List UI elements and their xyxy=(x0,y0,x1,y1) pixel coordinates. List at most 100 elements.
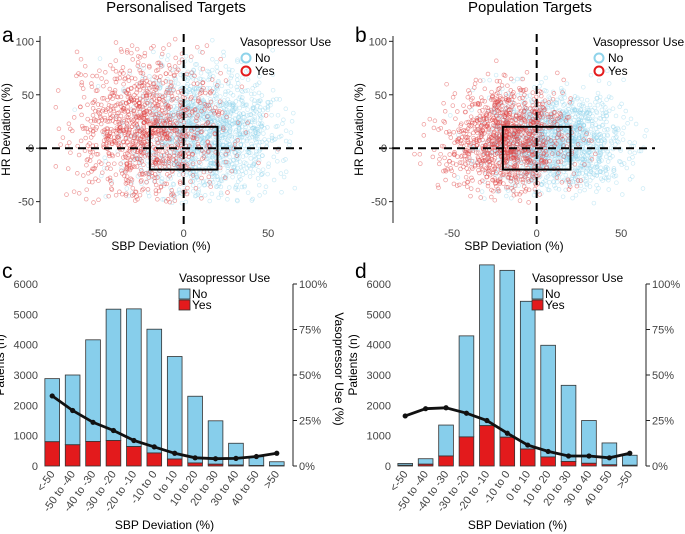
scatter-point-yes xyxy=(442,120,448,125)
scatter-point-no xyxy=(224,112,230,117)
scatter-point-no xyxy=(571,107,577,112)
scatter-point-no xyxy=(226,139,231,144)
scatter-point-yes xyxy=(68,150,73,155)
scatter-point-yes xyxy=(532,186,538,192)
scatter-point-no xyxy=(211,153,216,159)
scatter-point-yes xyxy=(482,171,488,176)
scatter-point-yes xyxy=(521,184,527,189)
scatter-point-yes xyxy=(152,175,157,180)
scatter-point-no xyxy=(552,183,557,189)
scatter-point-yes xyxy=(589,156,595,162)
scatter-point-no xyxy=(245,113,250,118)
scatter-point-no xyxy=(213,118,218,124)
scatter-point-no xyxy=(612,129,618,135)
scatter-point-yes xyxy=(497,79,503,84)
scatter-point-no xyxy=(190,149,196,154)
scatter-point-yes xyxy=(535,173,541,179)
scatter-point-yes xyxy=(530,132,535,137)
scatter-point-no xyxy=(604,109,609,115)
scatter-point-yes xyxy=(529,158,534,164)
scatter-point-no xyxy=(103,159,108,164)
scatter-point-no xyxy=(266,137,272,143)
scatter-point-yes xyxy=(117,125,123,130)
scatter-point-no xyxy=(224,107,230,113)
y-axis-label: HR Deviation (%) xyxy=(0,83,13,176)
scatter-point-yes xyxy=(235,120,241,125)
scatter-point-no xyxy=(571,138,577,143)
scatter-point-no xyxy=(250,117,255,122)
scatter-point-no xyxy=(588,155,593,161)
scatter-point-no xyxy=(562,116,568,121)
scatter-point-yes xyxy=(134,123,140,128)
scatter-point-no xyxy=(283,138,289,144)
scatter-point-yes xyxy=(116,135,121,141)
scatter-point-no xyxy=(589,154,594,160)
scatter-point-no xyxy=(218,139,223,144)
scatter-point-yes xyxy=(158,185,164,190)
scatter-point-no xyxy=(233,128,239,133)
scatter-point-no xyxy=(621,161,627,166)
scatter-point-yes xyxy=(543,160,548,166)
scatter-point-no xyxy=(528,114,533,119)
scatter-point-no xyxy=(186,76,191,81)
scatter-point-no xyxy=(616,139,621,145)
scatter-point-no xyxy=(541,153,546,159)
scatter-point-yes xyxy=(100,96,105,101)
scatter-point-no xyxy=(564,128,569,134)
scatter-point-yes xyxy=(56,126,62,132)
scatter-point-no xyxy=(223,128,228,134)
scatter-point-yes xyxy=(88,118,94,124)
scatter-point-yes xyxy=(436,127,441,132)
scatter-point-yes xyxy=(221,127,226,132)
scatter-point-no xyxy=(257,112,262,117)
scatter-point-no xyxy=(204,178,210,184)
scatter-point-yes xyxy=(118,161,123,166)
scatter-point-no xyxy=(259,153,265,158)
scatter-point-no xyxy=(208,119,214,125)
legend-label-yes: Yes xyxy=(255,64,275,78)
scatter-point-no xyxy=(577,166,583,171)
scatter-point-no xyxy=(119,165,124,171)
scatter-point-yes xyxy=(153,118,159,123)
scatter-point-yes xyxy=(199,196,204,201)
scatter-point-no xyxy=(245,131,251,136)
scatter-point-no xyxy=(256,143,262,148)
scatter-point-no xyxy=(547,96,553,101)
scatter-point-yes xyxy=(556,127,561,133)
scatter-point-yes xyxy=(111,128,116,134)
scatter-point-yes xyxy=(112,161,117,166)
scatter-point-no xyxy=(548,141,554,147)
scatter-point-yes xyxy=(121,155,126,160)
scatter-point-no xyxy=(194,62,199,67)
scatter-point-yes xyxy=(556,115,562,121)
scatter-point-no xyxy=(147,170,152,175)
scatter-point-no xyxy=(237,132,243,138)
scatter-point-yes xyxy=(196,96,201,101)
scatter-point-no xyxy=(233,135,238,140)
scatter-point-no xyxy=(198,70,204,76)
scatter-point-yes xyxy=(586,138,592,143)
scatter-point-no xyxy=(223,103,229,108)
scatter-point-no xyxy=(550,153,555,159)
scatter-point-no xyxy=(570,100,575,105)
scatter-point-yes xyxy=(106,140,112,146)
scatter-point-no xyxy=(594,172,599,178)
scatter-point-no xyxy=(184,84,190,89)
scatter-point-yes xyxy=(125,155,131,161)
scatter-point-no xyxy=(578,123,583,128)
scatter-point-yes xyxy=(133,189,138,195)
scatter-point-yes xyxy=(116,134,122,139)
scatter-point-no xyxy=(226,161,231,166)
scatter-point-yes xyxy=(139,172,145,177)
scatter-point-no xyxy=(574,142,579,147)
scatter-point-no xyxy=(251,161,257,167)
scatter-point-no xyxy=(585,161,590,167)
scatter-point-yes xyxy=(90,106,96,111)
scatter-point-yes xyxy=(184,71,190,77)
panel-label-d: d xyxy=(355,260,367,283)
scatter-point-yes xyxy=(126,91,132,97)
scatter-point-no xyxy=(242,114,247,120)
scatter-point-no xyxy=(583,138,589,144)
scatter-point-yes xyxy=(94,73,100,79)
scatter-point-yes xyxy=(172,198,178,203)
